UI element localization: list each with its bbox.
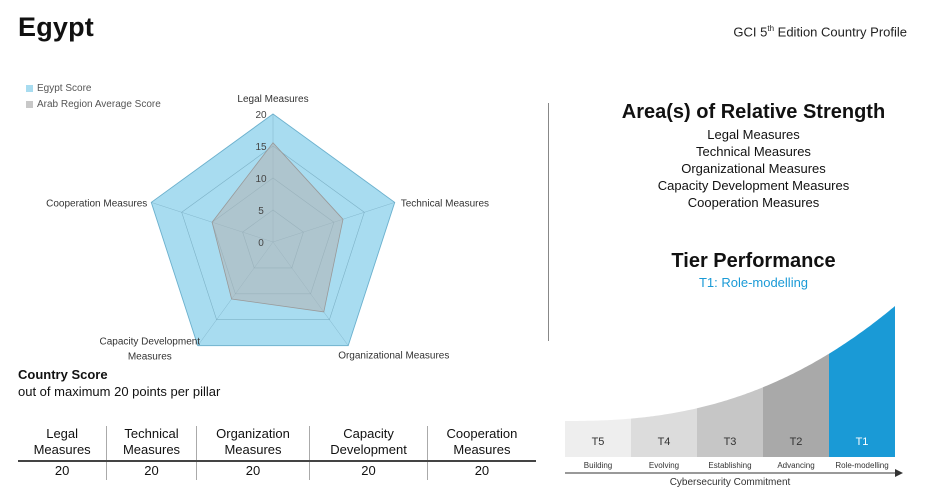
axis-label: Organizational Measures [338,351,449,362]
strength-item: Capacity Development Measures [657,178,850,193]
grid-ring-20 [150,113,396,346]
legend-item-region: Arab Region Average Score [26,96,161,112]
score-value-capacity: 20 [309,460,428,480]
radial-tick-label: 5 [258,206,264,217]
country-score-title: Country Score [18,367,108,382]
country-score-table: Legal Measures Technical Measures Organiza… [18,426,536,480]
score-value-legal: 20 [18,460,108,480]
score-header-cooperation: Cooperation Measures [446,426,518,457]
tier-code-t1: T1 [856,436,869,448]
radial-tick-label: 10 [255,174,267,185]
tier-value: T1: Role-modelling [698,275,809,290]
score-table-value-row: 20 20 20 20 20 [18,460,536,480]
radial-tick-label: 0 [258,238,264,249]
radial-tick-label: 20 [255,110,267,121]
tier-name-t1: Role-modelling [835,461,888,470]
tier-block-t2 [763,353,829,457]
strength-item: Technical Measures [696,144,811,159]
tier-code-t2: T2 [790,436,803,448]
tier-name-t2: Advancing [777,461,814,470]
tier-graphic: T5 Building T4 Evolving T3 Establishing T2 Adva… [565,306,903,488]
country-score-subtitle: out of maximum 20 points per pillar [18,384,221,399]
tier-block-t5 [565,418,631,457]
chart-legend: Egypt Score Arab Region Average Score [26,80,161,112]
legend-swatch-region [26,100,33,108]
radial-tick-label: 15 [255,142,267,153]
score-value-technical: 20 [106,460,197,480]
radar-chart: 0 5 10 15 20 Legal Measures Technical Measures… [46,94,489,363]
axis-label: Cooperation Measures [46,198,147,209]
strength-title: Area(s) of Relative Strength [621,101,886,123]
strength-item: Legal Measures [707,127,800,142]
axis-label: Legal Measures [237,94,308,105]
edition-label: GCI 5th Edition Country Profile [733,24,907,39]
legend-label-country: Egypt Score [37,82,92,94]
strength-list: Legal Measures Technical Measures Organi… [560,126,935,211]
commitment-axis-label: Cybersecurity Commitment [670,477,791,488]
score-header-capacity: Capacity Development [309,426,428,461]
tier-name-t4: Evolving [649,461,679,470]
country-title: Egypt [18,12,95,42]
legend-swatch-country [26,84,33,92]
strength-item: Cooperation Measures [687,195,820,210]
score-header-technical: Technical Measures [106,426,197,461]
tier-code-t3: T3 [724,436,737,448]
commitment-arrow-head [895,469,903,477]
axis-label: Capacity Development Measures [99,337,200,363]
edition-prefix: GCI 5 [733,24,768,40]
score-value-organization: 20 [196,460,311,480]
tier-title: Tier Performance [671,250,836,272]
edition-suffix: Edition Country Profile [774,24,907,40]
edition-superscript: th [767,24,775,33]
score-header-legal: Legal Measures [18,426,108,461]
score-header-organization: Organization Measures [196,426,311,461]
score-table-header-row: Legal Measures Technical Measures Organiza… [18,426,536,461]
legend-item-country: Egypt Score [26,80,161,96]
tier-block-t3 [697,387,763,457]
tier-block-t1 [829,306,895,457]
score-value-cooperation: 20 [427,460,536,480]
legend-label-region: Arab Region Average Score [37,98,161,110]
tier-code-t4: T4 [658,436,671,448]
tier-block-t4 [631,408,697,457]
tier-code-t5: T5 [592,436,605,448]
tier-name-t5: Building [584,461,612,470]
series-arab-region-average [211,142,344,313]
section-divider [548,103,549,341]
strength-item: Organizational Measures [681,161,826,176]
grid-ring-15 [181,145,365,321]
axis-label: Technical Measures [401,198,489,209]
tier-name-t3: Establishing [708,461,751,470]
